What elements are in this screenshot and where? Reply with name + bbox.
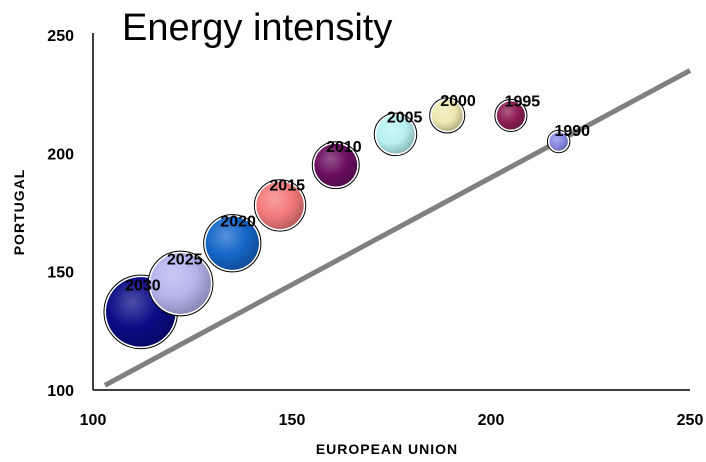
bubbles [103,97,571,350]
y-tick-label: 100 [47,383,74,400]
bubble-labels: 1990 1995 2000 2005 2010 2015 2020 2025 2030 [125,93,590,295]
bubble-2015 [256,181,304,230]
reference-line [103,68,692,388]
bubble-label-2010: 2010 [326,139,362,156]
bubble-label-2030: 2030 [125,277,161,294]
bubble-label-2015: 2015 [269,178,305,195]
y-tick-label: 150 [47,265,74,282]
x-tick-labels: 100 150 200 250 [80,412,704,429]
y-tick-labels: 100 150 200 250 [47,28,74,400]
chart-title: Energy intensity [122,7,392,49]
bubble-2020 [205,216,259,270]
bubble-label-2020: 2020 [220,214,256,231]
x-tick-label: 100 [80,412,107,429]
bubble-label-2025: 2025 [167,252,203,269]
x-axis-title: EUROPEAN UNION [316,441,458,457]
bubble-2000 [431,99,463,132]
bubble-2025 [150,253,211,314]
reference-line-layer [103,68,692,388]
x-tick-label: 250 [677,412,704,429]
y-axis-title: PORTUGAL [11,169,27,256]
bubble-label-1990: 1990 [554,123,590,140]
bubble-2005 [376,115,415,154]
bubble-label-2005: 2005 [387,109,423,126]
x-tick-label: 150 [279,412,306,429]
y-tick-label: 200 [47,146,74,163]
bubble-1990 [549,132,568,151]
axes [92,33,690,391]
bubble-label-2000: 2000 [440,93,476,110]
bubble-label-1995: 1995 [505,94,541,111]
bubble-1995 [496,101,525,130]
y-tick-label: 250 [47,28,74,45]
x-tick-label: 200 [478,412,505,429]
bubble-2010 [314,143,358,187]
